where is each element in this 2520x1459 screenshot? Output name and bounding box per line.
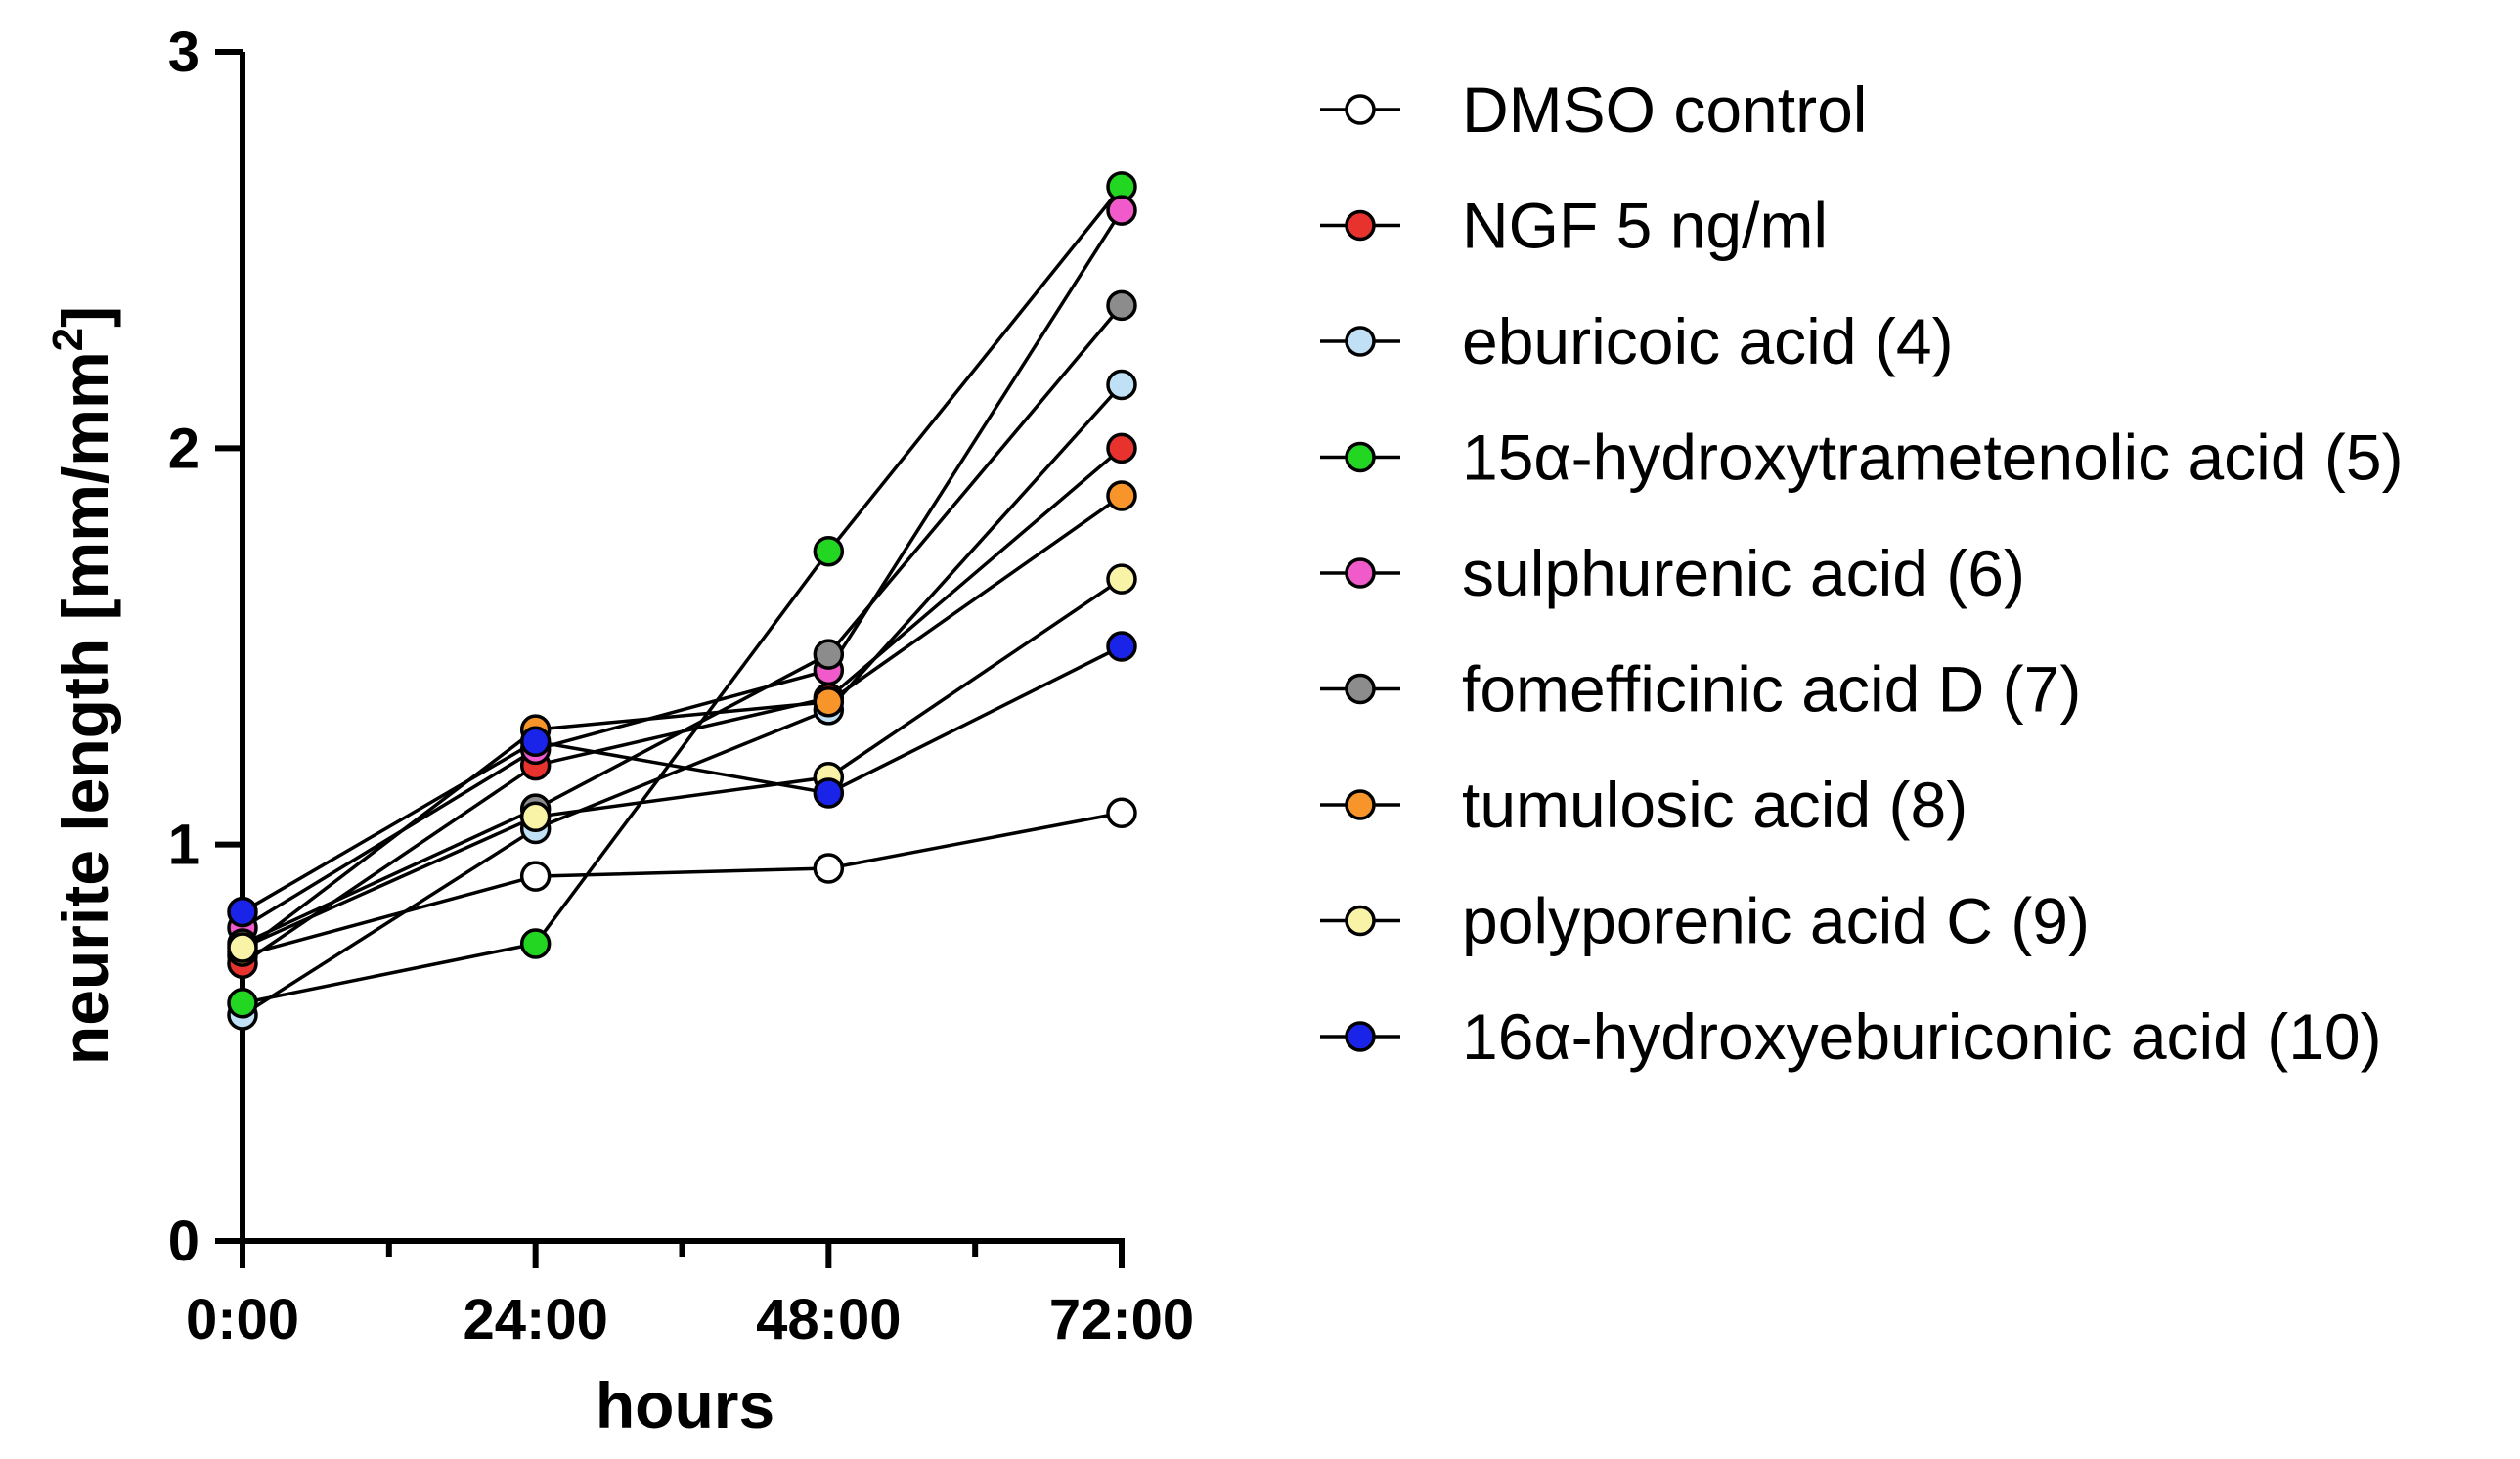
legend-label: fomefficinic acid D (7) [1462,653,2081,726]
legend-item: DMSO control [1320,73,1867,146]
legend-marker [1345,1021,1376,1052]
legend-label: polyporenic acid C (9) [1462,885,2090,957]
data-point [1106,432,1137,464]
data-point [1106,480,1137,511]
data-point [1106,797,1137,828]
legend-item: tumulosic acid (8) [1320,769,1967,841]
legend-item: eburicoic acid (4) [1320,305,1954,377]
series-line [241,494,1124,953]
data-point [519,928,552,959]
series-line [242,209,1124,930]
y-ticks: 0 1 2 3 [168,21,243,1273]
data-point [519,801,552,833]
legend-marker [1345,789,1376,820]
x-ticks: 0:00 24:00 48:00 72:00 [186,1241,1194,1351]
series-line [242,644,1123,914]
data-point [813,685,845,718]
y-tick-label: 3 [168,21,199,84]
data-point [813,639,845,670]
x-tick-label: 72:00 [1049,1288,1194,1351]
axes: 0 1 2 3 0:00 24:00 48:00 72:00 [168,21,1194,1351]
data-point [1106,563,1137,595]
series-line [242,447,1124,965]
legend-marker [1345,673,1376,705]
data-point [1106,369,1137,401]
legend-item: 16α-hydroxyeburiconic acid (10) [1320,1000,2382,1073]
series-line [242,185,1124,1005]
legend-marker [1345,209,1376,242]
data-point [1106,289,1137,322]
x-tick-label: 0:00 [186,1288,299,1351]
y-tick-label: 2 [168,417,199,480]
legend-item: sulphurenic acid (6) [1320,537,2025,609]
legend-marker [1345,905,1376,937]
legend-label: tumulosic acid (8) [1462,769,1967,841]
legend-item: fomefficinic acid D (7) [1320,653,2081,726]
y-tick-label: 1 [168,814,199,877]
legend-item: NGF 5 ng/ml [1320,190,1828,262]
y-axis-title: neurite length [mm/mm2] [44,306,121,1065]
legend: DMSO control NGF 5 ng/ml eburicoic acid (4… [1320,73,2404,1073]
data-point [519,726,552,758]
x-axis-title: hours [596,1369,774,1441]
legend-item: 15α-hydroxytrametenolic acid (5) [1320,421,2404,494]
data-point [519,861,552,892]
legend-label: NGF 5 ng/ml [1462,190,1828,262]
x-tick-label: 24:00 [463,1288,607,1351]
x-tick-label: 48:00 [756,1288,901,1351]
data-point [1106,631,1137,662]
legend-marker [1345,557,1376,589]
legend-marker [1345,326,1376,357]
legend-marker [1345,94,1376,125]
data-point [813,777,845,809]
data-point [813,853,845,884]
data-point [1106,195,1137,226]
series-lines [241,185,1124,1017]
data-point [227,932,258,963]
data-point [227,896,258,928]
legend-label: 16α-hydroxyeburiconic acid (10) [1462,1000,2382,1073]
y-tick-label: 0 [168,1210,199,1273]
series-line [242,304,1124,946]
legend-label: sulphurenic acid (6) [1462,537,2025,609]
legend-item: polyporenic acid C (9) [1320,885,2090,957]
legend-marker [1345,441,1376,473]
legend-label: 15α-hydroxytrametenolic acid (5) [1462,421,2404,494]
legend-label: DMSO control [1462,73,1867,146]
data-point [227,988,258,1019]
series-line [242,383,1124,1017]
series-line [242,577,1123,950]
series-points [227,171,1137,1031]
legend-label: eburicoic acid (4) [1462,305,1954,377]
series-line [242,811,1123,957]
data-point [813,535,845,567]
